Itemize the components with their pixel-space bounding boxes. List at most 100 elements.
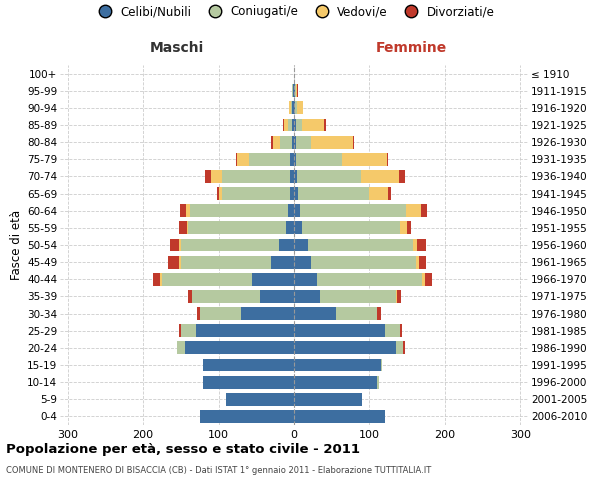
Bar — [387, 153, 388, 166]
Bar — [186, 204, 190, 217]
Y-axis label: Anni di nascita: Anni di nascita — [596, 202, 600, 288]
Bar — [279, 238, 294, 252]
Bar — [294, 118, 296, 132]
Bar — [381, 358, 382, 372]
Bar — [289, 102, 291, 114]
Bar — [203, 358, 294, 372]
Bar — [241, 307, 294, 320]
Bar — [291, 102, 292, 114]
Bar — [311, 136, 353, 148]
Bar — [296, 84, 297, 97]
Bar — [294, 204, 300, 217]
Bar — [188, 222, 286, 234]
Bar — [200, 410, 294, 423]
Bar — [294, 290, 320, 303]
Bar — [284, 118, 288, 132]
Bar — [286, 222, 294, 234]
Bar — [162, 273, 253, 285]
Bar — [181, 238, 279, 252]
Bar — [179, 324, 181, 337]
Bar — [400, 222, 407, 234]
Bar — [273, 136, 280, 148]
Bar — [160, 273, 162, 285]
Bar — [400, 324, 402, 337]
Bar — [294, 187, 298, 200]
Bar — [168, 256, 179, 268]
Bar — [190, 204, 288, 217]
Bar — [217, 187, 218, 200]
Text: COMUNE DI MONTENERO DI BISACCIA (CB) - Dati ISTAT 1° gennaio 2011 - Elaborazione: COMUNE DI MONTENERO DI BISACCIA (CB) - D… — [6, 466, 431, 475]
Y-axis label: Fasce di età: Fasce di età — [10, 210, 23, 280]
Bar — [177, 342, 185, 354]
Bar — [294, 170, 297, 183]
Bar — [196, 324, 294, 337]
Bar — [294, 222, 302, 234]
Bar — [297, 170, 361, 183]
Bar — [294, 136, 296, 148]
Bar — [197, 307, 200, 320]
Bar — [294, 410, 385, 423]
Text: Popolazione per età, sesso e stato civile - 2011: Popolazione per età, sesso e stato civil… — [6, 442, 360, 456]
Bar — [290, 187, 294, 200]
Bar — [238, 153, 249, 166]
Bar — [341, 153, 387, 166]
Bar — [236, 153, 238, 166]
Bar — [280, 136, 292, 148]
Bar — [294, 324, 385, 337]
Bar — [200, 307, 241, 320]
Bar — [298, 187, 370, 200]
Bar — [226, 393, 294, 406]
Bar — [417, 238, 426, 252]
Bar — [271, 136, 273, 148]
Bar — [192, 290, 260, 303]
Bar — [271, 256, 294, 268]
Bar — [294, 393, 362, 406]
Bar — [290, 153, 294, 166]
Bar — [317, 273, 422, 285]
Bar — [294, 84, 295, 97]
Bar — [222, 170, 290, 183]
Bar — [308, 238, 413, 252]
Text: Femmine: Femmine — [376, 40, 446, 54]
Bar — [361, 170, 399, 183]
Bar — [302, 118, 324, 132]
Bar — [421, 204, 427, 217]
Bar — [419, 256, 426, 268]
Bar — [253, 273, 294, 285]
Bar — [292, 102, 294, 114]
Bar — [294, 102, 295, 114]
Bar — [294, 342, 396, 354]
Bar — [222, 187, 290, 200]
Bar — [300, 204, 406, 217]
Bar — [179, 222, 187, 234]
Bar — [296, 153, 341, 166]
Bar — [416, 256, 419, 268]
Bar — [406, 204, 421, 217]
Bar — [292, 136, 294, 148]
Bar — [153, 273, 160, 285]
Bar — [377, 307, 381, 320]
Bar — [294, 273, 317, 285]
Bar — [181, 324, 196, 337]
Bar — [403, 342, 405, 354]
Text: Maschi: Maschi — [150, 40, 204, 54]
Bar — [170, 238, 179, 252]
Bar — [320, 290, 396, 303]
Bar — [203, 376, 294, 388]
Bar — [335, 307, 377, 320]
Bar — [260, 290, 294, 303]
Bar — [179, 238, 181, 252]
Bar — [294, 238, 308, 252]
Bar — [294, 376, 377, 388]
Bar — [185, 342, 294, 354]
Bar — [205, 170, 211, 183]
Bar — [293, 84, 294, 97]
Bar — [302, 222, 400, 234]
Bar — [295, 84, 296, 97]
Bar — [297, 84, 298, 97]
Bar — [385, 324, 400, 337]
Bar — [396, 342, 403, 354]
Bar — [249, 153, 290, 166]
Bar — [180, 204, 186, 217]
Bar — [399, 170, 405, 183]
